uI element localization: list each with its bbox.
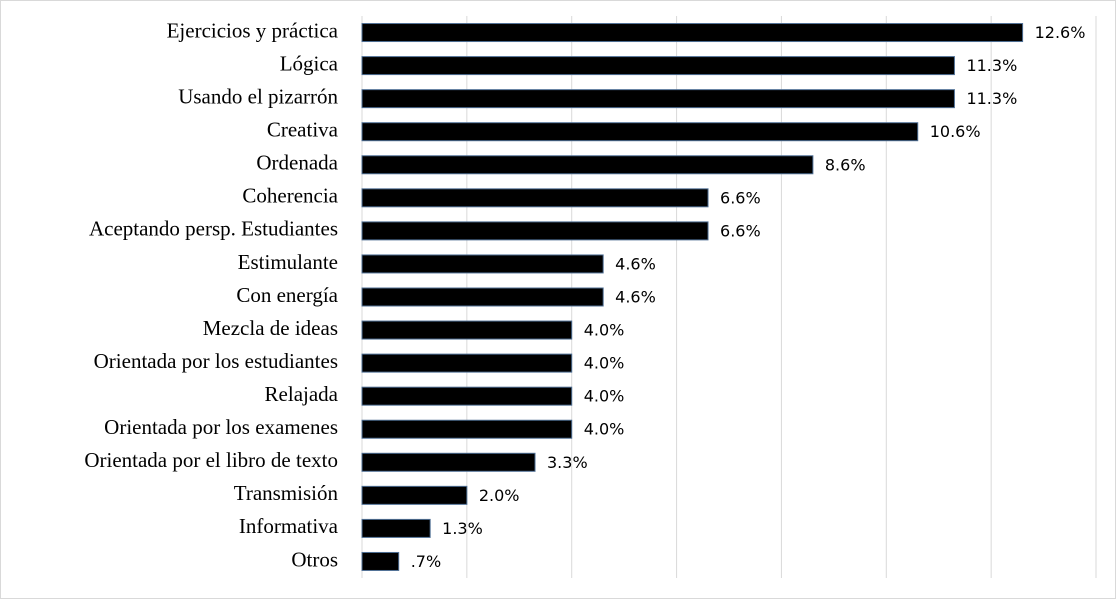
- bar: [361, 89, 955, 109]
- category-label: Otros: [291, 547, 338, 571]
- value-label: 6.6%: [720, 188, 761, 207]
- bar: [361, 386, 573, 406]
- category-label: Estimulante: [238, 250, 338, 274]
- bar: [361, 23, 1024, 43]
- value-label: 11.3%: [966, 89, 1017, 108]
- category-label: Coherencia: [242, 184, 338, 208]
- value-label: 8.6%: [825, 155, 866, 174]
- bar: [361, 452, 536, 472]
- value-label: 4.6%: [615, 254, 656, 273]
- bar: [361, 551, 400, 571]
- value-label: 1.3%: [442, 519, 483, 538]
- bar: [361, 155, 814, 175]
- bar: [361, 254, 604, 274]
- category-label: Orientada por los estudiantes: [94, 349, 338, 373]
- bar: [361, 221, 709, 241]
- category-label: Relajada: [265, 382, 339, 406]
- category-label: Creativa: [267, 118, 339, 142]
- value-label: 11.3%: [966, 56, 1017, 75]
- category-label: Ejercicios y práctica: [167, 18, 339, 42]
- bar: [361, 188, 709, 208]
- category-label: Informativa: [239, 514, 339, 538]
- bar: [361, 419, 573, 439]
- value-label: 2.0%: [479, 486, 520, 505]
- bar: [361, 320, 573, 340]
- value-label: .7%: [411, 552, 441, 571]
- value-label: 4.0%: [584, 420, 625, 439]
- category-label: Usando el pizarrón: [178, 84, 338, 108]
- category-label: Lógica: [280, 51, 339, 75]
- value-label: 10.6%: [930, 122, 981, 141]
- bar: [361, 287, 604, 307]
- category-label: Mezcla de ideas: [203, 316, 338, 340]
- bar: [361, 518, 431, 538]
- bar: [361, 56, 955, 76]
- category-label: Transmisión: [234, 481, 339, 505]
- value-label: 4.0%: [584, 321, 625, 340]
- bar: [361, 122, 919, 142]
- value-label: 4.6%: [615, 288, 656, 307]
- value-label: 4.0%: [584, 387, 625, 406]
- value-label: 12.6%: [1035, 23, 1086, 42]
- category-label: Ordenada: [256, 151, 338, 175]
- category-label: Con energía: [236, 283, 338, 307]
- bar: [361, 485, 468, 505]
- category-label: Orientada por el libro de texto: [84, 448, 338, 472]
- value-label: 6.6%: [720, 221, 761, 240]
- category-label: Aceptando persp. Estudiantes: [89, 217, 338, 241]
- value-label: 4.0%: [584, 354, 625, 373]
- value-label: 3.3%: [547, 453, 588, 472]
- category-label: Orientada por los examenes: [104, 415, 338, 439]
- bar: [361, 353, 573, 373]
